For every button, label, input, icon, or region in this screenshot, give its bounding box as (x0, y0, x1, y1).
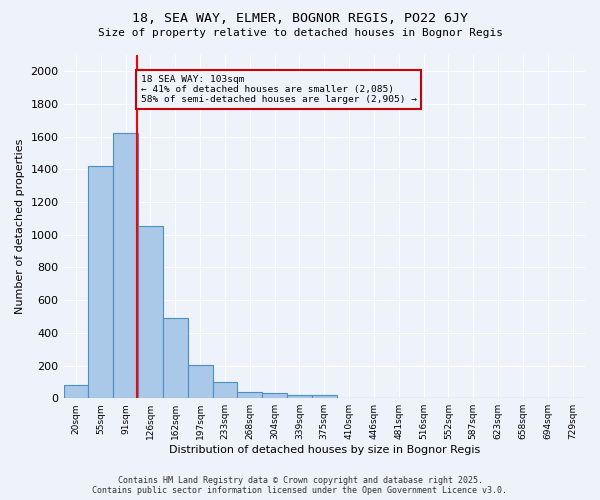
Bar (262, 394, 287, 398)
Y-axis label: Number of detached properties: Number of detached properties (15, 139, 25, 314)
Text: 18 SEA WAY: 103sqm
← 41% of detached houses are smaller (2,085)
58% of semi-deta: 18 SEA WAY: 103sqm ← 41% of detached hou… (140, 74, 416, 104)
Bar (138, 226, 163, 398)
Bar (88, 166, 113, 398)
Text: Size of property relative to detached houses in Bognor Regis: Size of property relative to detached ho… (97, 28, 503, 38)
Bar (312, 395, 337, 398)
Text: 18, SEA WAY, ELMER, BOGNOR REGIS, PO22 6JY: 18, SEA WAY, ELMER, BOGNOR REGIS, PO22 6… (132, 12, 468, 26)
Bar (238, 392, 262, 398)
X-axis label: Distribution of detached houses by size in Bognor Regis: Distribution of detached houses by size … (169, 445, 480, 455)
Text: Contains HM Land Registry data © Crown copyright and database right 2025.
Contai: Contains HM Land Registry data © Crown c… (92, 476, 508, 495)
Bar (113, 134, 138, 398)
Bar (188, 364, 212, 398)
Bar (287, 395, 312, 398)
Bar (64, 385, 88, 398)
Bar (163, 318, 188, 398)
Bar (212, 382, 238, 398)
